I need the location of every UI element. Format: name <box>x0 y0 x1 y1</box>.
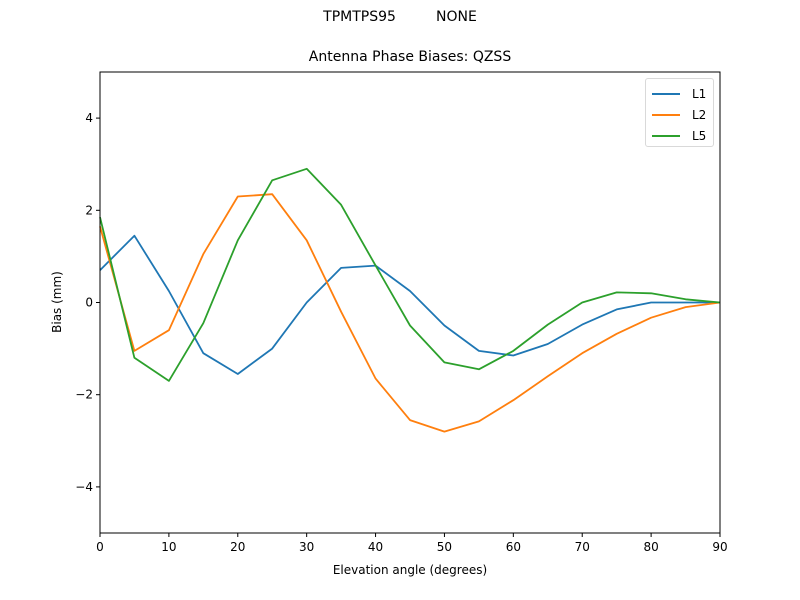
y-tick-label: 0 <box>85 296 93 310</box>
series-line-l1 <box>99 234 720 375</box>
x-tick-label: 10 <box>161 540 176 554</box>
legend-item-l5: L5 <box>652 125 713 146</box>
x-axis-label: Elevation angle (degrees) <box>333 563 487 577</box>
chart-title: Antenna Phase Biases: QZSS <box>308 49 512 65</box>
x-tick-label: 20 <box>230 540 245 554</box>
y-tick-label: −4 <box>75 480 93 494</box>
axes-frame <box>99 71 721 534</box>
x-tick-label: 70 <box>575 540 590 554</box>
x-axis: 0 10 20 30 40 50 60 70 80 90 <box>96 533 728 554</box>
x-tick-label: 80 <box>643 540 658 554</box>
legend: L1 L2 L5 <box>645 78 714 147</box>
series-layer <box>99 167 721 433</box>
x-tick-label: 30 <box>299 540 314 554</box>
x-tick-label: 60 <box>506 540 521 554</box>
y-axis: 4 2 0 −2 −4 <box>75 111 100 494</box>
y-axis-label: Bias (mm) <box>50 271 64 333</box>
series-line-l5 <box>99 167 721 382</box>
legend-label: L1 <box>692 86 707 101</box>
legend-label: L2 <box>692 107 707 122</box>
legend-label: L5 <box>692 128 707 143</box>
legend-item-l1: L1 <box>652 83 713 104</box>
y-tick-label: −2 <box>75 388 93 402</box>
legend-swatch-l5 <box>652 134 680 137</box>
x-tick-label: 50 <box>437 540 452 554</box>
legend-swatch-l2 <box>652 113 680 116</box>
legend-item-l2: L2 <box>652 104 713 125</box>
legend-swatch-l1 <box>652 92 680 95</box>
figure-suptitle: TPMTPS95 NONE <box>323 9 477 25</box>
series-line-l2 <box>99 193 721 433</box>
x-tick-label: 0 <box>96 540 104 554</box>
y-tick-label: 2 <box>85 203 93 217</box>
x-tick-label: 40 <box>368 540 383 554</box>
y-tick-label: 4 <box>85 111 93 125</box>
x-tick-label: 90 <box>712 540 727 554</box>
